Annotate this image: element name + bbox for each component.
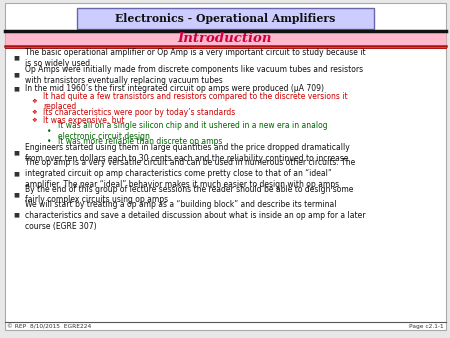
Text: ■: ■ bbox=[14, 72, 19, 77]
Text: Introduction: Introduction bbox=[178, 32, 272, 45]
Text: •: • bbox=[47, 127, 52, 136]
Text: ❖: ❖ bbox=[32, 110, 37, 115]
Text: Its characteristics were poor by today’s standards: Its characteristics were poor by today’s… bbox=[43, 108, 235, 117]
Text: It had quite a few transistors and resistors compared to the discrete versions i: It had quite a few transistors and resis… bbox=[43, 92, 347, 111]
Text: The basic operational amplifier or Op Amp is a very important circuit to study b: The basic operational amplifier or Op Am… bbox=[25, 48, 365, 68]
Text: In the mid 1960’s the first integrated circuit op amps were produced (μA 709): In the mid 1960’s the first integrated c… bbox=[25, 84, 324, 93]
Text: ■: ■ bbox=[14, 86, 19, 91]
Text: Engineers started using them in large quantities and the price dropped dramatica: Engineers started using them in large qu… bbox=[25, 143, 350, 163]
Text: Electronics - Operational Amplifiers: Electronics - Operational Amplifiers bbox=[115, 13, 335, 24]
FancyBboxPatch shape bbox=[4, 32, 446, 46]
Text: ■: ■ bbox=[14, 213, 19, 218]
FancyBboxPatch shape bbox=[4, 3, 446, 330]
Text: It was more reliable than discrete op amps: It was more reliable than discrete op am… bbox=[58, 137, 223, 146]
Text: The op amp is a very versatile circuit and can be used in numerous other circuit: The op amp is a very versatile circuit a… bbox=[25, 159, 355, 189]
Text: By the end of this group of lecture sessions the reader should be able to design: By the end of this group of lecture sess… bbox=[25, 185, 353, 204]
Text: ❖: ❖ bbox=[32, 99, 37, 104]
Text: ■: ■ bbox=[14, 55, 19, 60]
FancyBboxPatch shape bbox=[76, 8, 373, 29]
Text: Page c2.1-1: Page c2.1-1 bbox=[409, 324, 443, 329]
Text: It was all on a single silicon chip and it ushered in a new era in analog
electr: It was all on a single silicon chip and … bbox=[58, 121, 328, 141]
Text: ■: ■ bbox=[14, 192, 19, 197]
Text: Op Amps were initially made from discrete components like vacuum tubes and resis: Op Amps were initially made from discret… bbox=[25, 65, 363, 85]
Text: We will start by treating a op amp as a “building block” and describe its termin: We will start by treating a op amp as a … bbox=[25, 200, 365, 231]
Text: ❖: ❖ bbox=[32, 118, 37, 123]
Text: © REP  8/10/2015  EGRE224: © REP 8/10/2015 EGRE224 bbox=[7, 324, 91, 329]
Text: It was expensive, but: It was expensive, but bbox=[43, 116, 124, 125]
Text: ■: ■ bbox=[14, 171, 19, 176]
Text: ■: ■ bbox=[14, 150, 19, 155]
Text: •: • bbox=[47, 137, 52, 146]
